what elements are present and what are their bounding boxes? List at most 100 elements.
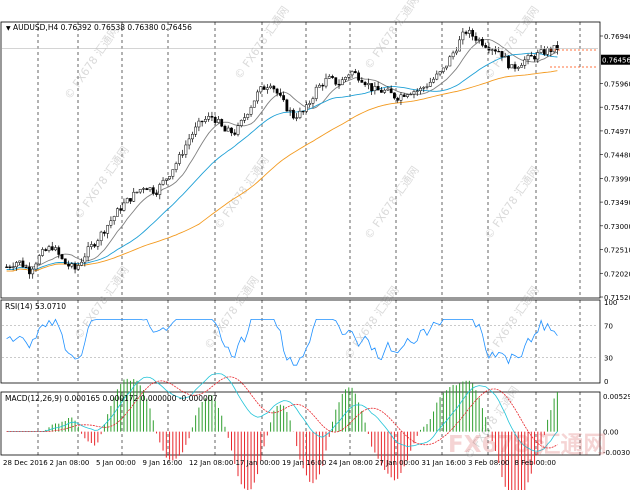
candle-body bbox=[389, 88, 393, 94]
candle-body bbox=[177, 154, 181, 164]
candle-body bbox=[373, 86, 377, 91]
candle-body bbox=[41, 249, 44, 256]
candle-body bbox=[246, 114, 250, 118]
candle-body bbox=[252, 100, 256, 108]
time-axis-label: 17 Jan 00:00 bbox=[236, 459, 280, 467]
ma-fast-line bbox=[6, 39, 558, 268]
candle-body bbox=[507, 55, 510, 69]
rsi-tick-label: 100 bbox=[604, 299, 617, 307]
candle-body bbox=[226, 127, 230, 132]
candle-body bbox=[96, 240, 100, 247]
candle-body bbox=[490, 49, 494, 51]
candle-body bbox=[484, 45, 488, 48]
watermark-text: © FX678 汇通网 bbox=[482, 164, 542, 242]
candle-body bbox=[63, 258, 67, 265]
candle-body bbox=[262, 86, 266, 90]
candle-body bbox=[5, 266, 9, 268]
macd-tick-label: 0.005292 bbox=[603, 393, 630, 401]
candle-body bbox=[109, 220, 113, 226]
candle-body bbox=[445, 65, 448, 69]
candle-body bbox=[422, 87, 426, 89]
macd-signal-line bbox=[6, 376, 558, 449]
symbol-label: AUDUSD,H4 bbox=[13, 23, 59, 32]
candle-body bbox=[112, 216, 116, 221]
candle-body bbox=[288, 109, 292, 112]
candle-body bbox=[197, 120, 201, 128]
candle-body bbox=[236, 125, 240, 135]
current-price-tag bbox=[601, 54, 630, 65]
candle-body bbox=[15, 262, 18, 268]
ohlc-values: 0.76392 0.76538 0.76380 0.76456 bbox=[60, 23, 192, 32]
time-axis-label: 27 Jan 00:00 bbox=[375, 459, 419, 467]
candle-body bbox=[399, 94, 403, 101]
time-axis-label: 12 Jan 08:00 bbox=[189, 459, 233, 467]
candle-body bbox=[454, 50, 458, 54]
time-axis-label: 24 Jan 08:00 bbox=[329, 459, 373, 467]
candle-body bbox=[119, 208, 123, 211]
price-tick-label: 0.76456 bbox=[602, 57, 630, 65]
time-axis-label: 2 Jan 08:00 bbox=[50, 459, 90, 467]
candle-body bbox=[269, 85, 272, 88]
candle-body bbox=[256, 91, 259, 102]
candle-body bbox=[380, 89, 383, 93]
candle-body bbox=[181, 154, 184, 156]
symbol-header: ▼ AUDUSD,H4 0.76392 0.76538 0.76380 0.76… bbox=[6, 24, 192, 32]
macd-tick-label: 0.00 bbox=[603, 429, 619, 437]
candle-body bbox=[158, 184, 162, 195]
time-axis-label: 28 Dec 2016 bbox=[3, 459, 48, 467]
candle-body bbox=[497, 50, 501, 53]
candle-body bbox=[142, 188, 145, 190]
candle-body bbox=[474, 36, 478, 41]
rsi-tick-label: 0 bbox=[604, 378, 608, 386]
candle-body bbox=[523, 59, 527, 66]
candle-body bbox=[135, 191, 139, 194]
candle-body bbox=[47, 246, 51, 251]
candle-body bbox=[243, 117, 246, 121]
candle-body bbox=[438, 71, 442, 75]
candle-body bbox=[207, 116, 211, 120]
candle-body bbox=[314, 86, 318, 99]
candle-body bbox=[360, 80, 364, 83]
vertical-grid bbox=[37, 22, 581, 455]
watermark-text: © FX678 汇通网 bbox=[212, 154, 272, 232]
collapse-triangle-icon[interactable]: ▼ bbox=[6, 25, 11, 32]
candle-body bbox=[477, 38, 481, 41]
candle-body bbox=[516, 67, 520, 69]
candle-body bbox=[73, 263, 77, 270]
candle-body bbox=[259, 86, 263, 93]
candle-body bbox=[223, 125, 227, 132]
ma-slow-line bbox=[6, 70, 558, 272]
candle-body bbox=[93, 244, 97, 247]
candle-body bbox=[366, 83, 370, 86]
candle-body bbox=[249, 107, 253, 115]
candle-body bbox=[481, 38, 484, 46]
time-axis-label: 5 Jan 00:00 bbox=[96, 459, 136, 467]
candle-body bbox=[80, 261, 83, 266]
candle-body bbox=[67, 263, 70, 267]
candle-body bbox=[213, 117, 217, 123]
fx678-logo: FX678 汇通网 bbox=[448, 432, 607, 458]
candle-body bbox=[145, 188, 149, 191]
candle-body bbox=[386, 88, 390, 91]
candle-body bbox=[370, 83, 374, 91]
candle-body bbox=[448, 56, 452, 67]
candle-body bbox=[230, 127, 233, 134]
candle-body bbox=[161, 180, 165, 185]
candle-body bbox=[311, 98, 315, 104]
rsi-line bbox=[6, 318, 558, 366]
candle-body bbox=[106, 225, 110, 234]
candle-body bbox=[54, 247, 57, 251]
candle-body bbox=[275, 88, 279, 94]
candle-body bbox=[415, 90, 419, 92]
candle-body bbox=[57, 247, 61, 255]
candle-body bbox=[435, 73, 439, 80]
candle-body bbox=[272, 85, 276, 90]
candle-body bbox=[89, 244, 93, 247]
candle-body bbox=[184, 144, 188, 155]
